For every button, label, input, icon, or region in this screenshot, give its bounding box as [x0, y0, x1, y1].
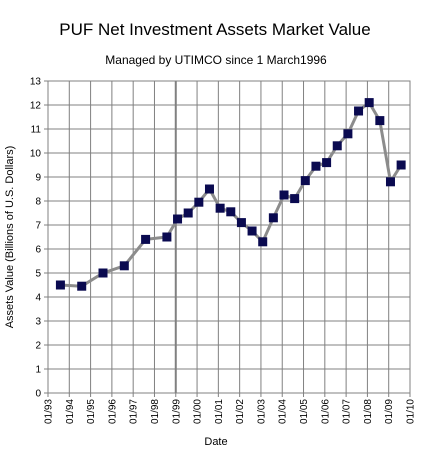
- data-point: [322, 158, 332, 168]
- x-tick-label: 01/93: [44, 399, 55, 424]
- data-point: [98, 268, 108, 278]
- y-tick-label: 0: [35, 389, 41, 400]
- y-tick-label: 6: [35, 245, 41, 256]
- x-tick-label: 01/97: [129, 399, 140, 424]
- data-point: [55, 280, 65, 290]
- y-tick-label: 13: [30, 77, 42, 88]
- data-point: [141, 234, 151, 244]
- x-tick-label: 01/06: [320, 399, 331, 424]
- data-point: [343, 129, 353, 139]
- data-point: [354, 106, 364, 116]
- data-point: [311, 161, 321, 171]
- x-axis-ticks: 01/93 01/94 01/95 01/96 01/97 01/98 01/99 01/00…: [44, 393, 417, 424]
- data-point: [215, 203, 225, 213]
- x-tick-label: 01/05: [299, 399, 310, 424]
- x-tick-label: 01/98: [150, 399, 161, 424]
- x-tick-label: 01/08: [363, 399, 374, 424]
- x-tick-label: 01/10: [406, 399, 417, 424]
- chart-subtitle: Managed by UTIMCO since 1 March1996: [105, 53, 327, 67]
- x-tick-label: 01/07: [342, 399, 353, 424]
- y-tick-label: 7: [35, 221, 41, 232]
- data-point: [162, 232, 172, 242]
- y-tick-label: 4: [35, 293, 41, 304]
- x-tick-label: 01/09: [384, 399, 395, 424]
- y-tick-label: 3: [35, 317, 41, 328]
- data-point: [194, 197, 204, 207]
- y-tick-label: 5: [35, 269, 41, 280]
- data-point: [226, 207, 236, 217]
- y-axis-label: Assets Value (Billions of U.S. Dollars): [4, 146, 16, 329]
- series-markers: [55, 98, 406, 291]
- y-tick-label: 12: [30, 101, 42, 112]
- y-tick-label: 11: [31, 125, 42, 136]
- y-tick-label: 10: [30, 149, 42, 160]
- data-point: [364, 98, 374, 108]
- y-tick-label: 2: [35, 341, 41, 352]
- x-tick-label: 01/96: [107, 399, 118, 424]
- data-point: [332, 141, 342, 151]
- series-line: [60, 101, 403, 288]
- data-point: [236, 218, 246, 228]
- data-point: [258, 237, 268, 247]
- data-point: [279, 190, 289, 200]
- y-tick-label: 8: [35, 197, 41, 208]
- y-tick-label: 9: [35, 173, 41, 184]
- x-axis-label: Date: [204, 436, 227, 448]
- x-tick-label: 01/01: [214, 399, 225, 424]
- data-point: [247, 226, 257, 236]
- plot-area: [47, 80, 411, 394]
- data-point: [183, 208, 193, 218]
- x-tick-label: 01/04: [278, 399, 289, 424]
- x-tick-label: 01/99: [171, 399, 182, 424]
- data-point: [268, 213, 278, 223]
- y-tick-label: 1: [35, 365, 41, 376]
- x-tick-label: 01/02: [235, 399, 246, 424]
- x-tick-label: 01/03: [256, 399, 267, 424]
- x-tick-label: 01/94: [65, 399, 76, 424]
- data-point: [119, 261, 129, 271]
- data-point: [290, 194, 300, 204]
- x-tick-label: 01/95: [86, 399, 97, 424]
- data-point: [385, 177, 395, 187]
- data-point: [173, 214, 183, 224]
- data-point: [396, 160, 406, 170]
- data-point: [300, 176, 310, 186]
- data-point: [204, 184, 214, 194]
- x-tick-label: 01/00: [193, 399, 204, 424]
- grid: [47, 80, 411, 394]
- data-point: [375, 116, 385, 126]
- data-point: [77, 281, 87, 291]
- chart-title: PUF Net Investment Assets Market Value: [59, 20, 370, 39]
